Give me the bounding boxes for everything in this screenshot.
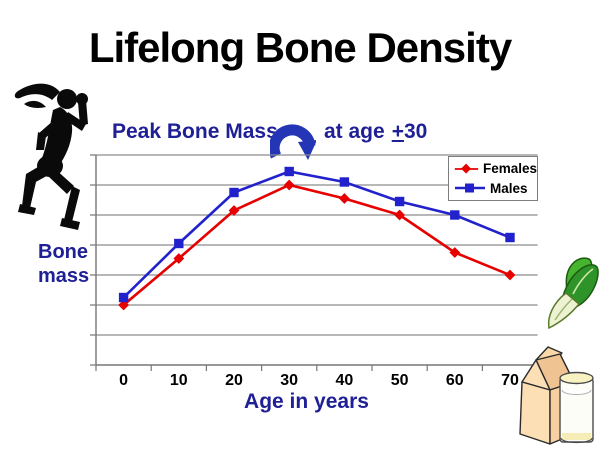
curved-arrow-icon — [270, 124, 316, 160]
legend-label-females: Females — [482, 161, 537, 177]
females-marker — [283, 179, 295, 191]
females-marker — [228, 205, 240, 216]
x-tick-label: 10 — [169, 372, 188, 389]
y-axis-title: Bone mass — [38, 241, 90, 287]
females-line — [122, 183, 511, 306]
x-tick-label: 40 — [335, 372, 354, 389]
legend-label-males: Males — [490, 180, 528, 196]
slide-title: Lifelong Bone Density — [88, 24, 512, 71]
plus-minus-sign: + — [391, 120, 404, 143]
x-tick-label: 60 — [445, 372, 464, 389]
at-age-prefix: at age — [324, 120, 385, 143]
females-marker — [449, 247, 461, 258]
x-tick-label: 30 — [280, 372, 299, 389]
milk-carton-and-glass-icon — [519, 346, 594, 445]
age-value: 30 — [403, 120, 428, 143]
running-woman-silhouette-icon — [14, 83, 88, 230]
females-marker — [394, 209, 405, 221]
females-marker — [504, 269, 516, 281]
males-marker — [118, 292, 129, 303]
males-marker — [450, 210, 460, 220]
males-marker — [505, 232, 515, 243]
at-age-label: at age +30 — [324, 120, 427, 144]
females-marker — [118, 299, 129, 311]
chart-legend: Females Males — [448, 156, 538, 201]
males-marker — [394, 196, 405, 207]
females-marker — [339, 193, 350, 204]
males-marker — [174, 238, 184, 249]
x-tick-label: 50 — [390, 372, 409, 389]
males-marker — [229, 187, 239, 198]
males-marker — [284, 166, 294, 177]
x-tick-label: 70 — [501, 372, 519, 389]
x-axis-title: Age in years — [244, 390, 369, 413]
x-tick-label: 0 — [119, 372, 129, 389]
males-marker — [339, 177, 350, 187]
females-series-marker-icon — [454, 163, 479, 174]
bok-choy-icon — [547, 257, 599, 330]
peak-bone-mass-label: Peak Bone Mass — [112, 120, 278, 143]
legend-item-males: Males — [454, 181, 537, 196]
males-line — [122, 170, 511, 299]
x-tick-label: 20 — [225, 372, 243, 389]
legend-item-females: Females — [454, 161, 537, 176]
males-series-marker-icon — [455, 183, 485, 193]
